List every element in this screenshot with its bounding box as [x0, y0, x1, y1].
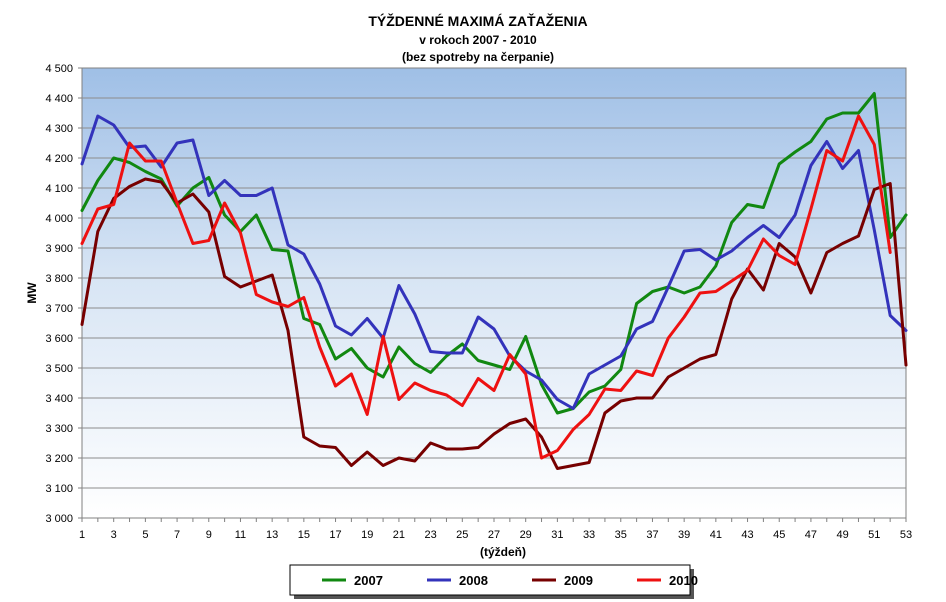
y-tick-label: 3 400	[45, 393, 73, 405]
x-tick-label: 15	[298, 529, 310, 541]
y-tick-label: 4 500	[45, 63, 73, 75]
y-tick-label: 4 000	[45, 213, 73, 225]
legend-label-2008: 2008	[459, 573, 488, 588]
series-lines	[80, 92, 908, 470]
x-axis-label: (týždeň)	[480, 545, 526, 559]
legend-label-2007: 2007	[354, 573, 383, 588]
x-tick-label: 49	[836, 529, 848, 541]
gridlines	[82, 97, 906, 489]
x-tick-label: 9	[206, 529, 212, 541]
legend-box	[289, 564, 691, 596]
y-axis-label: MW	[25, 282, 39, 304]
chart-subtitle-note: (bez spotreby na čerpanie)	[402, 50, 554, 64]
y-tick-label: 4 100	[45, 183, 73, 195]
y-tick-label: 3 000	[45, 513, 73, 525]
y-tick-label: 3 900	[45, 243, 73, 255]
x-tick-label: 35	[615, 529, 627, 541]
x-tick-label: 33	[583, 529, 595, 541]
x-tick-label: 1	[79, 529, 85, 541]
y-tick-label: 3 100	[45, 483, 73, 495]
x-tick-label: 31	[551, 529, 563, 541]
y-tick-label: 3 600	[45, 333, 73, 345]
series-line-2010	[80, 114, 892, 460]
y-tick-label: 4 200	[45, 153, 73, 165]
x-tick-label: 23	[424, 529, 436, 541]
series-line-2009	[80, 177, 908, 470]
y-tick-label: 4 300	[45, 123, 73, 135]
y-tick-label: 3 800	[45, 273, 73, 285]
x-tick-label: 51	[868, 529, 880, 541]
x-tick-label: 25	[456, 529, 468, 541]
y-tick-label: 3 700	[45, 303, 73, 315]
y-tick-label: 4 400	[45, 93, 73, 105]
x-tick-label: 37	[646, 529, 658, 541]
x-tick-label: 27	[488, 529, 500, 541]
x-tick-label: 11	[235, 529, 246, 541]
y-axis: 3 000 3 100 3 200 3 300 3 400 3 500 3 600 3 700…	[45, 63, 82, 525]
x-tick-label: 17	[329, 529, 341, 541]
x-tick-label: 41	[710, 529, 722, 541]
series-line-2008	[80, 114, 908, 410]
x-tick-label: 45	[773, 529, 785, 541]
x-tick-label: 7	[174, 529, 180, 541]
x-tick-label: 53	[900, 529, 912, 541]
chart-subtitle: v rokoch 2007 - 2010	[419, 33, 537, 47]
legend: 2007 2008 2009 2010	[322, 573, 698, 588]
x-tick-label: 3	[111, 529, 117, 541]
x-tick-label: 21	[393, 529, 405, 541]
x-tick-label: 29	[520, 529, 532, 541]
x-axis: 1 3 5 7 9 11 13 15 17 19 21 23 25 27 29 31 33 35 37 39 41 43 4…	[79, 518, 912, 541]
y-tick-label: 3 200	[45, 453, 73, 465]
chart-title: TÝŽDENNÉ MAXIMÁ ZAŤAŽENIA	[368, 12, 587, 29]
x-tick-label: 43	[741, 529, 753, 541]
y-tick-label: 3 500	[45, 363, 73, 375]
series-line-2007	[80, 92, 908, 415]
plot-area	[81, 67, 907, 519]
x-tick-label: 5	[142, 529, 148, 541]
x-tick-label: 13	[266, 529, 278, 541]
x-tick-label: 39	[678, 529, 690, 541]
x-tick-label: 47	[805, 529, 817, 541]
x-tick-label: 19	[361, 529, 373, 541]
y-tick-label: 3 300	[45, 423, 73, 435]
legend-label-2009: 2009	[564, 573, 593, 588]
legend-label-2010: 2010	[669, 573, 698, 588]
